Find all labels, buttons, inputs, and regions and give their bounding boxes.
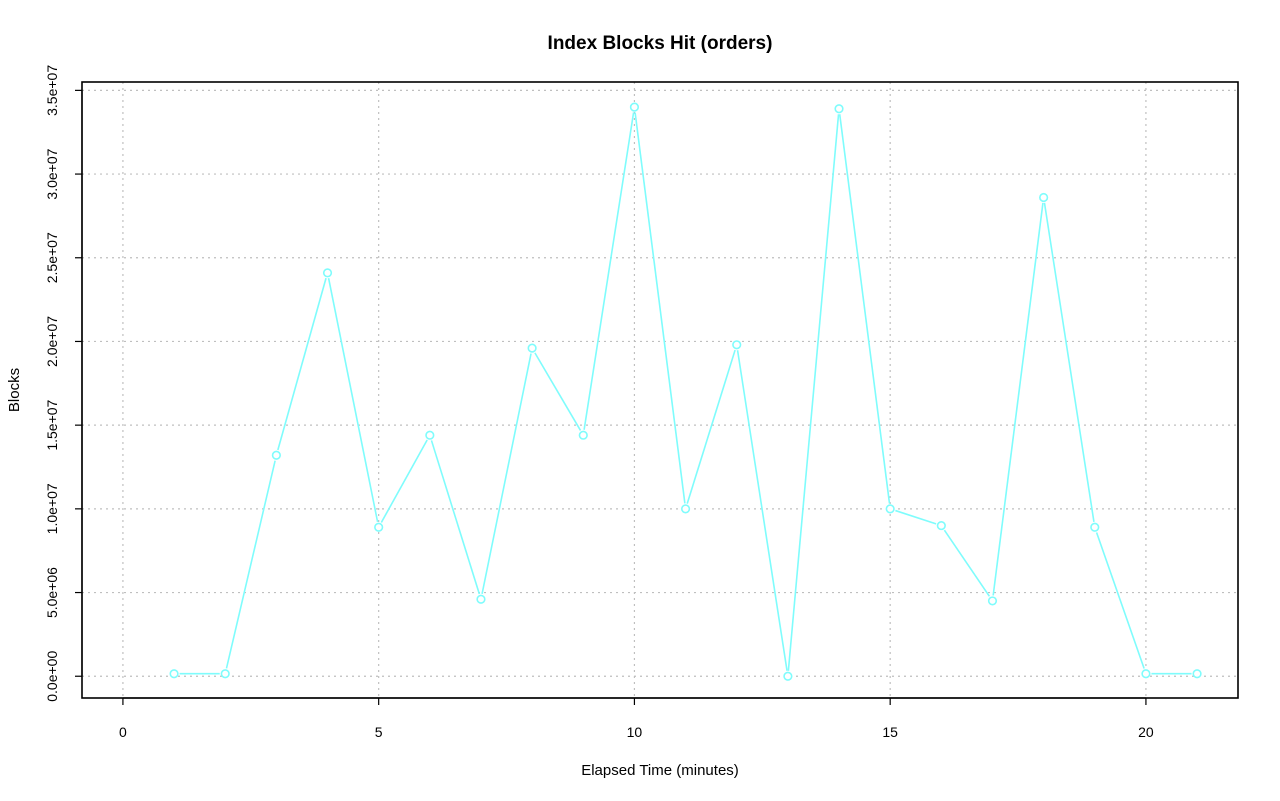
data-point-19: [1141, 669, 1151, 679]
y-tick-label-6: 3.0e+07: [44, 148, 60, 199]
data-point-8: [578, 430, 588, 440]
x-tick-label-0: 0: [119, 724, 127, 740]
series-segment-13: [838, 114, 891, 504]
series-segment-3: [327, 278, 379, 523]
data-point-5: [425, 430, 435, 440]
data-point-15: [936, 520, 946, 531]
data-point-12: [783, 671, 793, 681]
y-tick-label-4: 2.0e+07: [44, 316, 60, 367]
data-point-6: [476, 594, 486, 604]
grid-layer: [82, 82, 1238, 698]
series-segment-11: [736, 350, 788, 671]
series-segment-14: [895, 509, 937, 525]
data-point-18: [1090, 522, 1100, 532]
x-tick-label-3: 15: [882, 724, 898, 740]
y-tick-label-7: 3.5e+07: [44, 65, 60, 116]
y-tick-label-3: 1.5e+07: [44, 399, 60, 450]
y-tick-label-5: 2.5e+07: [44, 232, 60, 283]
data-point-3: [322, 268, 333, 278]
series-segment-17: [1043, 202, 1095, 522]
data-point-7: [527, 343, 537, 353]
series-layer: [169, 102, 1202, 681]
data-point-16: [987, 596, 998, 606]
plot-frame: [81, 81, 1239, 699]
series-segment-1: [225, 460, 276, 669]
series-segment-16: [992, 202, 1044, 596]
y-tick-label-2: 1.0e+07: [44, 483, 60, 534]
axes-layer: 0 5 10 15 20 0.0e+00 5.0e+06 1.0e+07 1.5e+07 2.0e…: [44, 65, 1154, 740]
series-segment-10: [686, 349, 736, 504]
series-segment-2: [277, 277, 327, 451]
chart-title: Index Blocks Hit (orders): [548, 33, 773, 54]
data-point-4: [374, 522, 384, 532]
y-tick-label-1: 5.0e+06: [44, 567, 60, 618]
data-point-1: [220, 669, 230, 679]
data-point-11: [732, 340, 742, 350]
data-point-0: [169, 669, 179, 679]
series-segment-18: [1095, 532, 1145, 669]
data-point-2: [271, 450, 281, 460]
y-axis-label: Blocks: [6, 368, 23, 412]
series-segment-5: [430, 440, 481, 595]
data-point-14: [885, 504, 895, 514]
x-tick-label-4: 20: [1138, 724, 1154, 740]
x-tick-label-2: 10: [627, 724, 643, 740]
series-segment-8: [583, 112, 635, 430]
x-tick-label-1: 5: [375, 724, 383, 740]
series-segment-7: [534, 352, 582, 431]
x-axis-label: Elapsed Time (minutes): [581, 762, 739, 779]
series-segment-4: [380, 439, 428, 523]
series-segment-6: [481, 353, 532, 595]
data-point-10: [680, 504, 691, 514]
data-point-9: [629, 102, 640, 112]
series-segment-9: [634, 112, 686, 504]
series-segment-12: [787, 114, 840, 671]
data-point-17: [1039, 192, 1049, 203]
data-point-20: [1192, 669, 1202, 679]
y-tick-label-0: 0.0e+00: [44, 651, 60, 702]
series-segment-15: [943, 529, 991, 597]
data-point-13: [834, 104, 844, 114]
